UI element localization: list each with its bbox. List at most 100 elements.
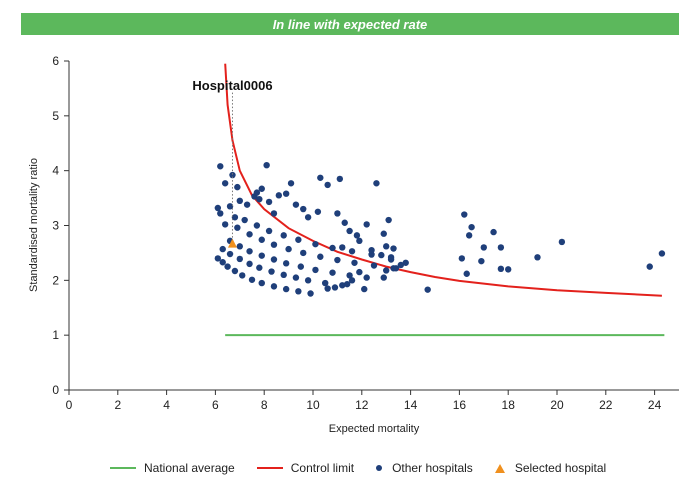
other-hospital-point (339, 244, 346, 251)
other-hospital-point (329, 269, 336, 276)
legend-label-control: Control limit (290, 461, 355, 475)
other-hospital-point (268, 268, 275, 275)
other-hospital-point (258, 252, 265, 259)
other-hospital-point (246, 248, 253, 255)
x-tick-label: 2 (114, 398, 121, 412)
other-hospital-point (258, 279, 265, 287)
other-hospital-point (221, 180, 229, 187)
other-hospital-point (658, 250, 666, 257)
other-hospital-point (339, 282, 346, 289)
other-hospital-point (292, 274, 300, 281)
other-hospital-point (334, 210, 341, 217)
other-hospital-point (558, 238, 566, 246)
other-hospital-point (234, 183, 241, 191)
x-tick-label: 10 (306, 398, 320, 412)
legend-item-national: National average (110, 461, 235, 475)
other-hospital-point (317, 174, 324, 181)
other-hospital-point (478, 257, 485, 265)
x-tick-label: 20 (550, 398, 564, 412)
other-hospital-point (351, 259, 358, 266)
other-hospital-point (397, 261, 405, 269)
selected-hospital-point (227, 238, 237, 248)
other-hospital-point (334, 256, 341, 264)
other-hospital-point (265, 227, 273, 235)
other-hospital-point (534, 254, 541, 261)
other-hospital-point (373, 180, 380, 187)
other-hospital-point (356, 237, 363, 245)
x-tick-label: 8 (261, 398, 268, 412)
other-hospital-point (275, 192, 283, 199)
other-hospital-point (387, 256, 395, 263)
other-hospital-point (214, 204, 222, 212)
other-hospital-point (380, 230, 387, 237)
legend-label-other: Other hospitals (392, 461, 473, 475)
control-limit-line-swatch (256, 467, 283, 469)
other-hospital-point (383, 267, 390, 274)
other-hospital-point (263, 161, 270, 169)
other-hospital-point (346, 272, 353, 279)
other-hospital-point (253, 222, 261, 229)
other-hospital-point (300, 249, 307, 257)
x-tick-label: 6 (212, 398, 219, 412)
other-hospital-point (292, 201, 300, 208)
other-hospital-point (229, 171, 236, 179)
other-hospital-point (221, 221, 229, 228)
data-points (214, 161, 666, 297)
other-hospital-point (343, 280, 351, 288)
other-hospital-point (480, 244, 487, 251)
other-hospital-point (253, 189, 261, 196)
other-hospital-point (363, 221, 370, 228)
y-tick-label: 1 (52, 328, 59, 342)
other-hospital-point (368, 246, 375, 254)
y-axis-title: Standardised mortality ratio (28, 158, 40, 292)
other-hospital-point (226, 203, 234, 210)
other-hospital-point (497, 244, 505, 251)
other-hospital-point (241, 216, 248, 224)
other-hospital-point (256, 264, 263, 271)
other-hospital-point (383, 243, 390, 250)
other-hospital-point (270, 256, 278, 263)
other-hospital-point (490, 228, 497, 236)
selected-hospital-label: Hospital0006 (192, 78, 272, 93)
other-hospital-point (282, 260, 290, 267)
selected-hospital-triangle-swatch (494, 463, 505, 473)
annotations: Hospital0006 (192, 78, 273, 238)
x-tick-label: 22 (599, 398, 613, 412)
other-hospital-point (258, 185, 265, 192)
x-tick-label: 18 (502, 398, 516, 412)
other-hospital-point (234, 224, 241, 231)
other-hospital-point (246, 231, 253, 238)
legend-label-selected: Selected hospital (514, 461, 607, 475)
other-hospital-point (307, 290, 314, 297)
y-tick-label: 5 (52, 109, 59, 123)
other-hospital-point (304, 277, 312, 284)
other-hospital-point (468, 223, 475, 231)
other-hospital-point (390, 245, 397, 252)
other-hospital-point (282, 190, 290, 197)
other-hospital-point (461, 211, 468, 218)
chart-legend: National average Control limit Other hos… (110, 458, 680, 478)
x-axis-title: Expected mortality (329, 423, 420, 435)
other-hospital-point (300, 205, 307, 213)
other-hospital-point (231, 214, 239, 221)
axes (64, 60, 679, 395)
other-hospital-point (324, 285, 331, 292)
other-hospital-point (336, 175, 344, 183)
other-hospital-point (497, 265, 505, 273)
y-tick-label: 0 (52, 383, 59, 397)
legend-item-control: Control limit (256, 461, 355, 475)
legend-label-national: National average (144, 461, 235, 475)
other-hospital-point (270, 283, 278, 290)
other-hospital-point (317, 253, 324, 260)
other-hospitals-dot-swatch (376, 465, 383, 471)
control-limit-curve (224, 63, 662, 297)
x-tick-label: 16 (453, 398, 467, 412)
y-tick-label: 6 (52, 54, 59, 68)
other-hospital-point (214, 255, 222, 262)
other-hospital-point (424, 286, 431, 293)
other-hospital-point (285, 245, 292, 253)
other-hospital-point (236, 197, 243, 205)
other-hospital-point (378, 251, 385, 259)
